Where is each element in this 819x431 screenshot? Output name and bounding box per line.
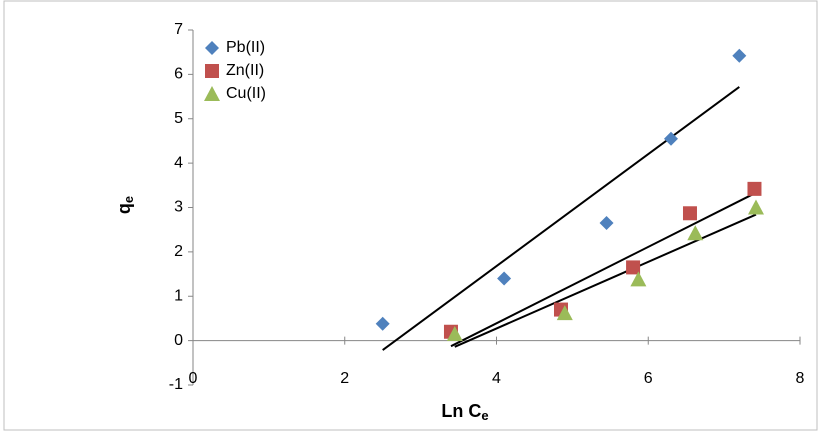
trend-line [454,213,757,348]
y-axis-label: qe [114,196,137,214]
legend-label: Zn(II) [226,62,264,79]
y-tick-label: 5 [174,110,183,127]
data-point [375,316,390,331]
x-tick-label: 0 [189,370,198,387]
y-tick-label: 2 [174,243,183,260]
data-point [556,305,573,321]
y-tick-label: 7 [174,21,183,38]
chart-frame [3,0,818,431]
legend-marker [205,64,219,78]
data-point [664,131,679,146]
data-point [747,181,762,196]
data-point [630,271,647,287]
y-tick-label: 1 [174,287,183,304]
data-point [626,260,641,275]
x-tick-label: 6 [644,370,653,387]
x-axis-label-main: Ln C [441,401,481,421]
legend-label: Cu(II) [226,85,266,102]
legend-label: Pb(II) [226,39,265,56]
data-point [687,225,704,241]
legend-marker [204,86,220,101]
data-point [446,325,463,341]
trend-line [450,192,755,348]
y-tick-label: 6 [174,66,183,83]
y-tick-label: 3 [174,199,183,216]
y-axis-label-main: q [114,203,134,214]
data-point [599,216,614,231]
data-point [747,199,764,215]
x-tick-label: 8 [796,370,805,387]
y-axis-label-sub: e [121,196,136,203]
y-tick-label: -1 [169,376,183,393]
x-axis-label-sub: e [481,408,488,423]
trend-line [382,86,740,351]
data-point [732,48,747,63]
legend-marker [205,41,219,55]
x-tick-label: 4 [492,370,501,387]
y-tick-label: 4 [174,154,183,171]
x-tick-label: 2 [340,370,349,387]
data-point [497,271,512,286]
y-tick-label: 0 [174,332,183,349]
x-axis-label: Ln Ce [441,401,488,424]
data-point [682,206,697,221]
